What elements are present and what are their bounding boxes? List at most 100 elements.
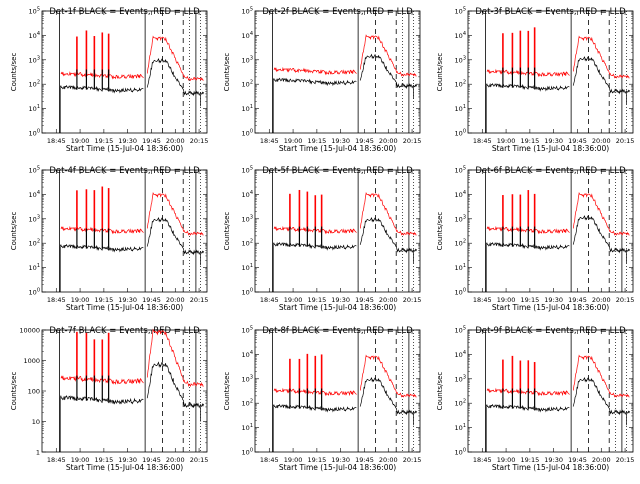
lld-series-line — [273, 192, 417, 236]
lld-series-line — [273, 34, 417, 77]
lld-series-line — [60, 328, 204, 387]
x-tick-label: 19:15 — [521, 456, 540, 464]
y-tick-label: 104 — [455, 350, 466, 359]
lld-series-line — [60, 192, 204, 236]
plot-frame — [467, 169, 634, 293]
y-tick-label: 100 — [455, 448, 466, 457]
y-tick-label: 105 — [242, 326, 253, 335]
panel-title: Det-6f BLACK = Events, RED = LLD — [475, 166, 626, 176]
x-tick-label: 18:45 — [260, 456, 279, 464]
y-tick-label: 100 — [242, 129, 253, 138]
x-axis-label: Start Time (15-Jul-04 18:36:00) — [492, 463, 609, 472]
x-axis-label: Start Time (15-Jul-04 18:36:00) — [492, 144, 609, 153]
events-series-line — [59, 216, 205, 256]
y-tick-label: 103 — [29, 55, 40, 64]
x-tick-label: 19:00 — [284, 296, 303, 304]
events-series-line — [272, 376, 418, 416]
y-axis-label: Counts/sec — [10, 53, 18, 92]
x-tick-label: 19:15 — [308, 137, 327, 145]
y-tick-label: 101 — [455, 423, 466, 432]
x-tick-label: 19:45 — [142, 137, 161, 145]
plot-frame — [467, 329, 634, 453]
x-tick-label: 19:15 — [95, 296, 114, 304]
x-tick-label: 19:00 — [71, 456, 90, 464]
y-tick-label: 102 — [29, 80, 40, 89]
y-tick-label: 101 — [455, 104, 466, 113]
y-tick-label: 102 — [242, 80, 253, 89]
x-axis-label: Start Time (15-Jul-04 18:36:00) — [66, 463, 183, 472]
plot-frame — [41, 169, 208, 293]
x-tick-label: 18:45 — [260, 296, 279, 304]
lld-series-line — [486, 35, 630, 79]
lld-series-line — [486, 192, 630, 236]
x-tick-label: 19:15 — [521, 296, 540, 304]
y-axis-label: Counts/sec — [223, 212, 231, 251]
x-tick-label: 19:30 — [331, 456, 350, 464]
x-tick-label: 19:30 — [331, 296, 350, 304]
y-tick-label: 104 — [455, 190, 466, 199]
y-tick-label: 102 — [455, 399, 466, 408]
x-tick-label: 19:30 — [118, 456, 137, 464]
panel-8: Det-8f BLACK = Events, RED = LLD Counts/s… — [223, 326, 421, 473]
y-tick-label: 105 — [242, 7, 253, 16]
y-tick-label: 104 — [242, 350, 253, 359]
y-tick-label: 102 — [455, 239, 466, 248]
panel-2: Det-2f BLACK = Events, RED = LLD Counts/s… — [223, 7, 421, 154]
panel-title: Det-8f BLACK = Events, RED = LLD — [262, 326, 413, 336]
y-tick-label: 103 — [455, 374, 466, 383]
y-axis-label: Counts/sec — [436, 212, 444, 251]
x-tick-label: 19:45 — [355, 456, 374, 464]
y-tick-label: 101 — [455, 263, 466, 272]
panel-4: Det-4f BLACK = Events, RED = LLD Counts/s… — [10, 166, 208, 313]
y-tick-label: 104 — [455, 31, 466, 40]
x-tick-label: 20:15 — [616, 137, 635, 145]
plot-frame — [254, 10, 421, 134]
x-axis-label: Start Time (15-Jul-04 18:36:00) — [279, 303, 396, 312]
x-tick-label: 18:45 — [47, 296, 66, 304]
x-axis-label: Start Time (15-Jul-04 18:36:00) — [279, 144, 396, 153]
x-tick-label: 19:00 — [71, 137, 90, 145]
x-tick-label: 19:00 — [71, 296, 90, 304]
y-tick-label: 103 — [242, 214, 253, 223]
events-series-line — [485, 376, 631, 416]
x-tick-label: 18:45 — [473, 137, 492, 145]
y-tick-label: 100 — [242, 448, 253, 457]
x-tick-label: 18:45 — [473, 296, 492, 304]
x-tick-label: 19:30 — [118, 296, 137, 304]
x-tick-label: 19:45 — [568, 456, 587, 464]
y-tick-label: 100 — [455, 288, 466, 297]
events-series-line — [59, 361, 205, 409]
y-tick-label: 100 — [29, 129, 40, 138]
x-tick-label: 20:00 — [592, 456, 611, 464]
y-tick-label: 100 — [455, 129, 466, 138]
panel-7: Det-7f BLACK = Events, RED = LLD Counts/s… — [10, 326, 208, 472]
panel-1: Det-1f BLACK = Events, RED = LLD Counts/s… — [10, 7, 208, 154]
y-axis-label: Counts/sec — [10, 212, 18, 251]
x-tick-label: 18:45 — [47, 137, 66, 145]
y-tick-label: 104 — [29, 190, 40, 199]
x-tick-label: 20:15 — [403, 137, 422, 145]
plot-frame — [41, 329, 208, 453]
x-tick-label: 20:00 — [592, 137, 611, 145]
x-tick-label: 20:15 — [616, 456, 635, 464]
y-tick-label: 103 — [455, 55, 466, 64]
x-tick-label: 20:00 — [166, 137, 185, 145]
panel-6: Det-6f BLACK = Events, RED = LLD Counts/s… — [436, 166, 634, 313]
y-tick-label: 105 — [455, 326, 466, 335]
x-tick-label: 20:00 — [379, 456, 398, 464]
events-series-line — [272, 53, 418, 90]
y-tick-label: 103 — [242, 55, 253, 64]
panel-title: Det-7f BLACK = Events, RED = LLD — [49, 326, 200, 336]
panel-title: Det-2f BLACK = Events, RED = LLD — [262, 7, 413, 17]
panel-title: Det-3f BLACK = Events, RED = LLD — [475, 7, 626, 17]
x-tick-label: 19:30 — [544, 137, 563, 145]
y-tick-label: 100 — [28, 388, 40, 396]
y-tick-label: 103 — [455, 214, 466, 223]
x-tick-label: 20:15 — [403, 296, 422, 304]
panel-3: Det-3f BLACK = Events, RED = LLD Counts/s… — [436, 7, 634, 154]
y-tick-label: 100 — [242, 288, 253, 297]
x-tick-label: 19:15 — [521, 137, 540, 145]
y-tick-label: 102 — [455, 80, 466, 89]
